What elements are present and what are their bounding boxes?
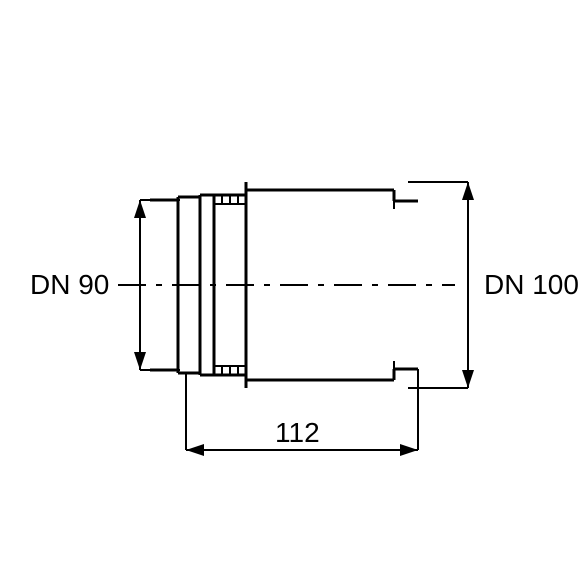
dim-bottom-label: 112 [275, 417, 320, 448]
dim-right-label: DN 100 [484, 269, 579, 300]
dim-left-label: DN 90 [30, 269, 109, 300]
